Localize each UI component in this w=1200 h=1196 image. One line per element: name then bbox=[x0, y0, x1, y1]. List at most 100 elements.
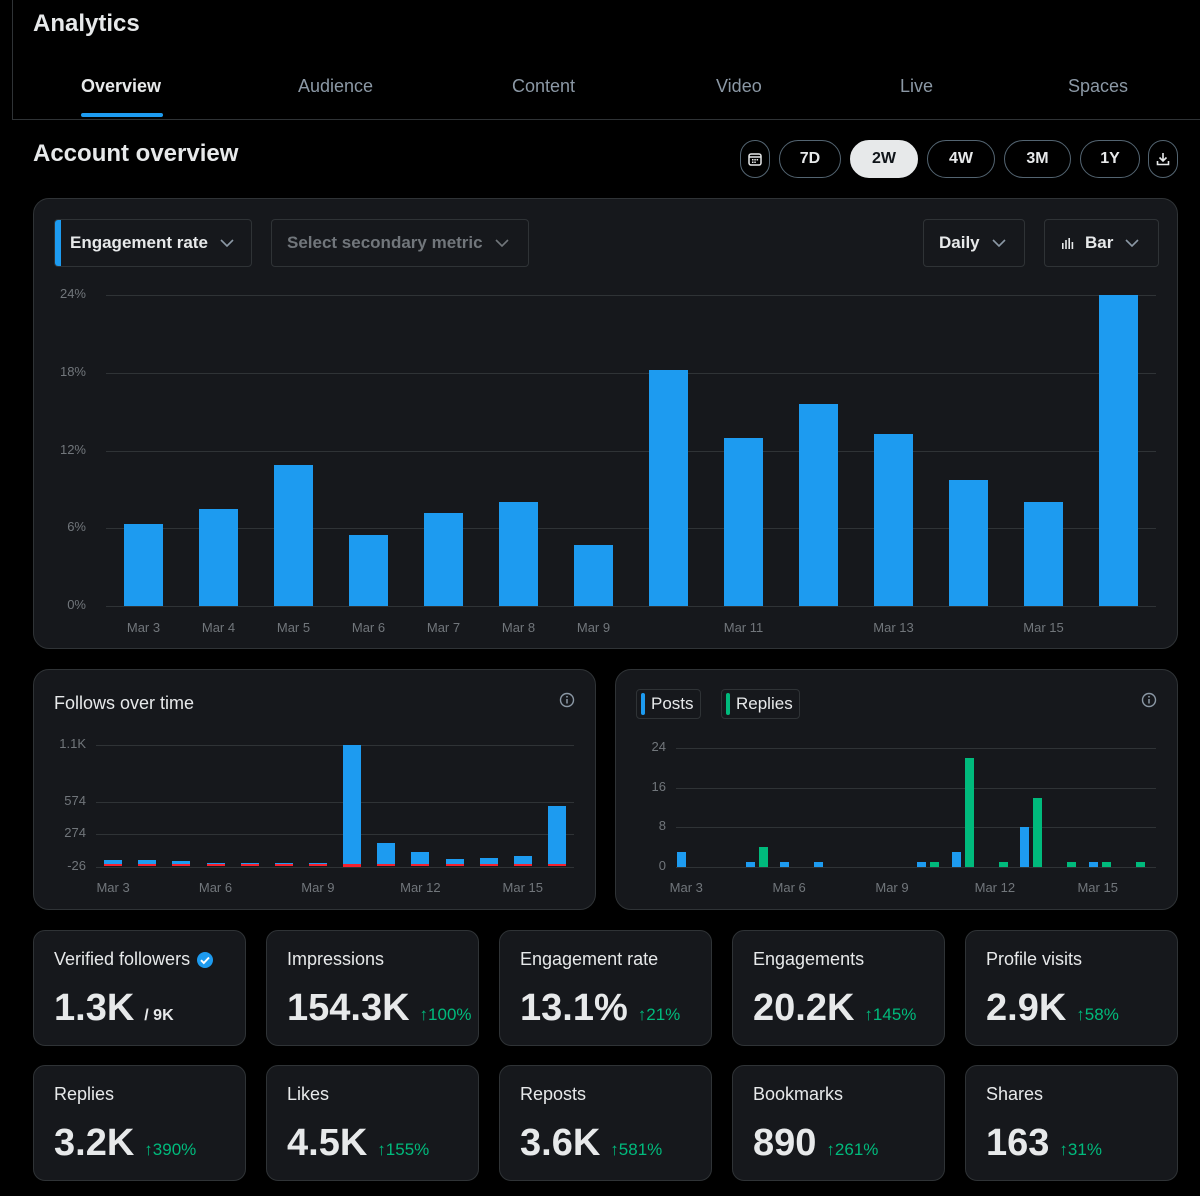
follows-bar bbox=[172, 861, 191, 865]
bar bbox=[799, 403, 838, 606]
unfollows-bar bbox=[547, 864, 566, 867]
bar bbox=[124, 524, 163, 606]
primary-metric-dropdown[interactable]: Engagement rate bbox=[54, 219, 252, 267]
chevron-down-icon bbox=[992, 239, 1006, 247]
posts-swatch bbox=[641, 693, 645, 715]
stat-label: Verified followers bbox=[54, 949, 214, 970]
calendar-icon bbox=[748, 153, 762, 166]
section-title: Account overview bbox=[33, 140, 239, 167]
stat-label-text: Profile visits bbox=[986, 949, 1083, 969]
tab-bar: Overview Audience Content Video Live Spa… bbox=[13, 58, 1200, 120]
y-tick-label: 0 bbox=[658, 858, 666, 873]
chevron-down-icon bbox=[495, 239, 509, 247]
gridline bbox=[106, 450, 1156, 452]
stat-card[interactable]: Reposts 3.6K ↑581% bbox=[499, 1065, 712, 1181]
gridline bbox=[96, 745, 574, 746]
legend-replies[interactable]: Replies bbox=[721, 689, 800, 719]
stat-card[interactable]: Likes 4.5K ↑155% bbox=[266, 1065, 479, 1181]
stat-value: 890 ↑261% bbox=[753, 1122, 878, 1165]
stat-number: 13.1% bbox=[520, 987, 628, 1029]
stat-label-text: Engagements bbox=[753, 949, 865, 969]
secondary-metric-dropdown[interactable]: Select secondary metric bbox=[271, 219, 529, 267]
replies-bar bbox=[930, 862, 940, 867]
follows-bar bbox=[240, 863, 259, 865]
stat-card[interactable]: Verified followers 1.3K / 9K bbox=[33, 930, 246, 1046]
stat-label-text: Impressions bbox=[287, 949, 385, 969]
stat-card[interactable]: Profile visits 2.9K ↑58% bbox=[965, 930, 1178, 1046]
range-3m-button[interactable]: 3M bbox=[1004, 140, 1071, 178]
stat-label: Shares bbox=[986, 1084, 1043, 1105]
stat-delta-value: 145% bbox=[872, 1005, 917, 1024]
stat-number: 2.9K bbox=[986, 987, 1067, 1029]
x-tick-label: Mar 12 bbox=[974, 880, 1016, 895]
tab-content[interactable]: Content bbox=[512, 76, 576, 96]
range-1y-button[interactable]: 1Y bbox=[1080, 140, 1140, 178]
engagement-rate-chart: 24% 18% 12% 6% 0% Mar 3 Mar 4 Mar 5 Mar 6 Mar 7 Ma… bbox=[34, 199, 1179, 650]
posts-bar bbox=[1020, 827, 1030, 867]
stat-label: Engagement rate bbox=[520, 949, 658, 970]
stat-label-text: Bookmarks bbox=[753, 1084, 844, 1104]
tab-live[interactable]: Live bbox=[900, 76, 934, 96]
bar bbox=[574, 545, 613, 606]
stat-delta: ↑390% bbox=[144, 1140, 196, 1160]
tab-video[interactable]: Video bbox=[716, 76, 762, 96]
tab-audience[interactable]: Audience bbox=[298, 76, 374, 96]
arrow-up-icon: ↑ bbox=[1059, 1140, 1068, 1159]
stat-number: 154.3K bbox=[287, 987, 410, 1029]
y-tick-label: 574 bbox=[64, 792, 86, 808]
posts-bar bbox=[917, 862, 927, 867]
x-tick-label: Mar 9 bbox=[301, 880, 335, 895]
stat-value: 20.2K ↑145% bbox=[753, 987, 916, 1030]
stat-number: 890 bbox=[753, 1122, 817, 1164]
follows-bar bbox=[547, 805, 566, 865]
legend-posts[interactable]: Posts bbox=[636, 689, 701, 719]
stat-card[interactable]: Engagements 20.2K ↑145% bbox=[732, 930, 945, 1046]
chevron-down-icon bbox=[1125, 239, 1139, 247]
legend-posts-label: Posts bbox=[651, 694, 694, 713]
range-4w-button[interactable]: 4W bbox=[927, 140, 995, 178]
replies-bar bbox=[758, 847, 768, 867]
gridline bbox=[96, 834, 574, 836]
stat-card[interactable]: Impressions 154.3K ↑100% bbox=[266, 930, 479, 1046]
x-tick-label: Mar 3 bbox=[126, 620, 161, 635]
chart-type-dropdown[interactable]: Bar bbox=[1044, 219, 1159, 267]
gridline bbox=[96, 801, 574, 803]
tab-spaces[interactable]: Spaces bbox=[1068, 76, 1129, 96]
follows-bar bbox=[206, 863, 225, 865]
arrow-up-icon: ↑ bbox=[864, 1005, 873, 1024]
stat-card[interactable]: Replies 3.2K ↑390% bbox=[33, 1065, 246, 1181]
stat-delta-value: 31% bbox=[1067, 1140, 1102, 1159]
interval-dropdown[interactable]: Daily bbox=[923, 219, 1025, 267]
stat-delta: ↑145% bbox=[864, 1005, 916, 1025]
stat-label: Likes bbox=[287, 1084, 329, 1105]
calendar-button[interactable] bbox=[740, 140, 770, 178]
stat-card[interactable]: Shares 163 ↑31% bbox=[965, 1065, 1178, 1181]
stat-label-text: Verified followers bbox=[54, 949, 191, 969]
download-button[interactable] bbox=[1148, 140, 1178, 178]
arrow-up-icon: ↑ bbox=[144, 1140, 153, 1159]
tab-overview[interactable]: Overview bbox=[81, 76, 162, 96]
stat-label-text: Likes bbox=[287, 1084, 330, 1104]
stat-card[interactable]: Bookmarks 890 ↑261% bbox=[732, 1065, 945, 1181]
interval-label: Daily bbox=[939, 233, 980, 252]
y-tick-label: 6% bbox=[67, 519, 86, 535]
download-icon bbox=[1156, 153, 1170, 166]
unfollows-bar bbox=[206, 864, 225, 867]
follows-title: Follows over time bbox=[54, 693, 195, 713]
info-icon[interactable] bbox=[559, 692, 575, 708]
posts-bar bbox=[677, 852, 687, 867]
stat-label: Replies bbox=[54, 1084, 114, 1105]
stat-number: 1.3K bbox=[54, 987, 135, 1029]
stat-label-text: Shares bbox=[986, 1084, 1044, 1104]
stat-value: 13.1% ↑21% bbox=[520, 987, 680, 1030]
x-tick-label: Mar 7 bbox=[426, 620, 461, 635]
stat-number: 3.2K bbox=[54, 1122, 135, 1164]
info-icon[interactable] bbox=[1141, 692, 1157, 708]
unfollows-bar bbox=[513, 864, 532, 867]
range-7d-button[interactable]: 7D bbox=[779, 140, 841, 178]
replies-swatch bbox=[726, 693, 730, 715]
unfollows-bar bbox=[343, 864, 362, 867]
range-2w-button[interactable]: 2W bbox=[850, 140, 918, 178]
stat-card[interactable]: Engagement rate 13.1% ↑21% bbox=[499, 930, 712, 1046]
posts-bar bbox=[1088, 862, 1098, 867]
